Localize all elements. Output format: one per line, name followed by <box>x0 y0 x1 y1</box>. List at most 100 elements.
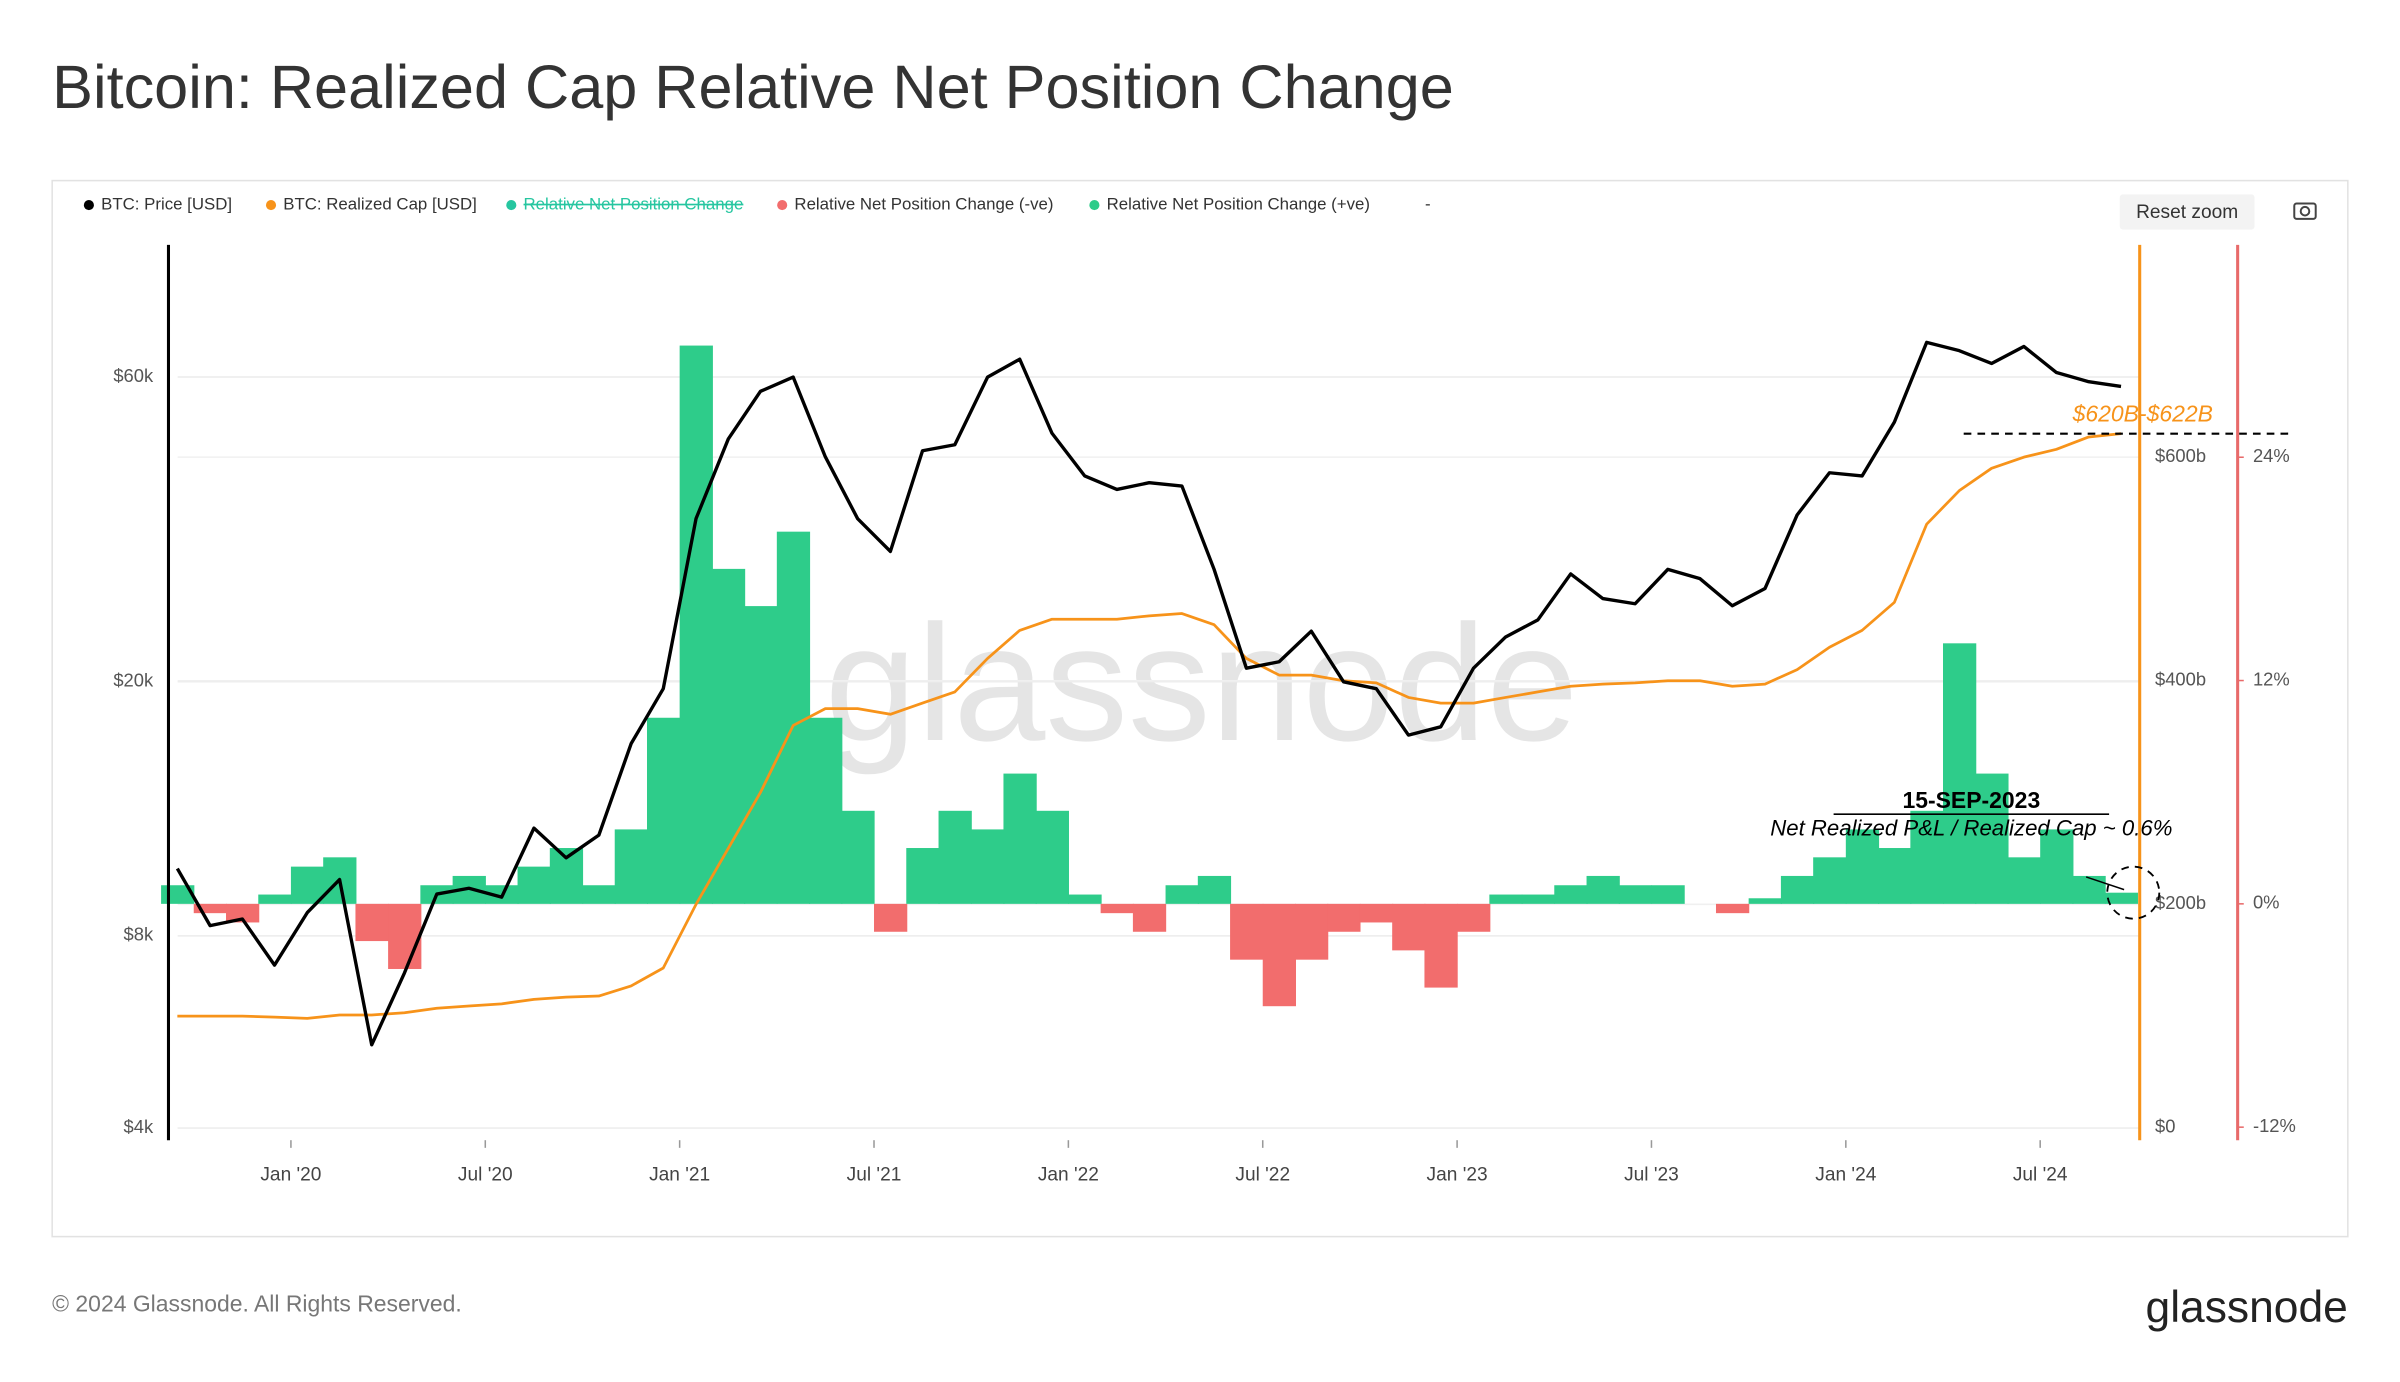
bar <box>1521 894 1555 904</box>
bar <box>646 717 681 904</box>
legend-label[interactable]: BTC: Realized Cap [USD] <box>283 195 477 214</box>
bar <box>582 885 616 904</box>
bar <box>1100 903 1134 914</box>
footer: © 2024 Glassnode. All Rights Reserved. <box>52 1291 462 1317</box>
watermark: glassnode <box>825 591 1578 776</box>
bar <box>1813 857 1847 904</box>
bar <box>388 903 422 969</box>
legend-label[interactable]: Relative Net Position Change (+ve) <box>1107 195 1370 214</box>
chart-title: Bitcoin: Realized Cap Relative Net Posit… <box>52 53 1454 121</box>
bar <box>1910 810 1944 904</box>
reset-zoom-label[interactable]: Reset zoom <box>2136 202 2238 223</box>
legend-marker <box>1089 200 1100 211</box>
bar <box>744 606 778 904</box>
bar <box>1975 773 2009 904</box>
bar <box>517 866 551 904</box>
y3-tick-label: 0% <box>2253 892 2280 913</box>
bar <box>776 531 811 904</box>
bar <box>1392 903 1426 951</box>
bar <box>841 810 875 904</box>
bar <box>1845 829 1880 904</box>
bar <box>1262 903 1297 1007</box>
bar <box>1618 885 1653 904</box>
reset-zoom-button[interactable] <box>2119 194 2255 230</box>
bar <box>1197 875 1232 904</box>
x-tick-label: Jul '21 <box>847 1164 902 1185</box>
bar <box>874 903 908 932</box>
bar <box>226 903 260 923</box>
y3-tick-label: 24% <box>2253 445 2290 466</box>
bar <box>614 829 648 904</box>
bar <box>1132 903 1167 932</box>
y2-tick-label: $200b <box>2155 892 2206 913</box>
bar <box>971 829 1005 904</box>
legend-marker <box>777 200 788 211</box>
bar <box>1068 894 1102 904</box>
bar <box>1780 875 1815 904</box>
x-tick-label: Jan '20 <box>260 1164 321 1185</box>
x-tick-label: Jan '23 <box>1427 1164 1488 1185</box>
bar <box>2072 875 2106 904</box>
x-tick-label: Jul '23 <box>1624 1164 1679 1185</box>
bar <box>1489 894 1523 904</box>
bar <box>290 866 325 904</box>
y3-tick-label: -12% <box>2253 1115 2296 1136</box>
legend-label[interactable]: Relative Net Position Change <box>524 195 744 214</box>
annotation-circle <box>2106 865 2161 920</box>
bar <box>938 810 972 904</box>
cap-range-annotation: $620B-$622B <box>2072 400 2213 426</box>
x-tick-label: Jan '22 <box>1038 1164 1099 1185</box>
legend-marker <box>265 200 277 211</box>
bar <box>1230 903 1264 960</box>
legend-label[interactable]: BTC: Price [USD] <box>101 195 232 214</box>
y-tick-label: $4k <box>124 1116 154 1137</box>
bar <box>258 894 292 904</box>
bar <box>2007 857 2041 904</box>
bar <box>711 568 746 904</box>
y3-tick-label: 12% <box>2253 668 2290 689</box>
bar <box>355 903 389 942</box>
bar <box>1715 903 1750 914</box>
bar <box>1003 773 1037 904</box>
bar <box>1878 848 1912 904</box>
legend-label: - <box>1425 195 1431 214</box>
bar <box>906 848 940 904</box>
x-tick-label: Jan '21 <box>649 1164 710 1185</box>
legend-marker <box>506 200 517 211</box>
bar <box>2040 829 2074 904</box>
bar <box>1651 885 1685 904</box>
annotation-arrow <box>2085 876 2125 891</box>
bar <box>1586 875 1620 904</box>
y2-tick-label: $600b <box>2155 445 2206 466</box>
x-tick-label: Jul '20 <box>458 1164 513 1185</box>
bar <box>1165 885 1199 904</box>
bar <box>1457 903 1491 932</box>
y-tick-label: $8k <box>124 924 154 945</box>
series-line <box>175 340 2122 1047</box>
bar <box>1554 885 1588 904</box>
bar <box>1943 643 1977 904</box>
logo: glassnode <box>2146 1283 2348 1332</box>
x-tick-label: Jul '24 <box>2013 1164 2068 1185</box>
y2-tick-label: $400b <box>2155 669 2206 690</box>
series-line <box>177 432 2122 1020</box>
date-annotation: 15-SEP-2023 <box>1902 787 2040 813</box>
camera-icon[interactable] <box>2293 202 2317 220</box>
bar <box>1035 810 1069 904</box>
bar <box>2104 892 2138 904</box>
bar <box>1294 903 1329 960</box>
legend-label[interactable]: Relative Net Position Change (-ve) <box>794 195 1053 214</box>
bar <box>1424 903 1458 988</box>
y-tick-label: $60k <box>113 365 154 386</box>
bar <box>809 717 843 904</box>
y2-tick-label: $0 <box>2155 1116 2175 1137</box>
legend-marker <box>83 200 94 211</box>
x-tick-label: Jan '24 <box>1815 1164 1876 1185</box>
bar <box>1359 903 1394 923</box>
x-tick-label: Jul '22 <box>1235 1164 1290 1185</box>
note-annotation: Net Realized P&L / Realized Cap ~ 0.6% <box>1770 815 2172 840</box>
bar <box>1327 903 1361 932</box>
bar <box>193 903 228 914</box>
